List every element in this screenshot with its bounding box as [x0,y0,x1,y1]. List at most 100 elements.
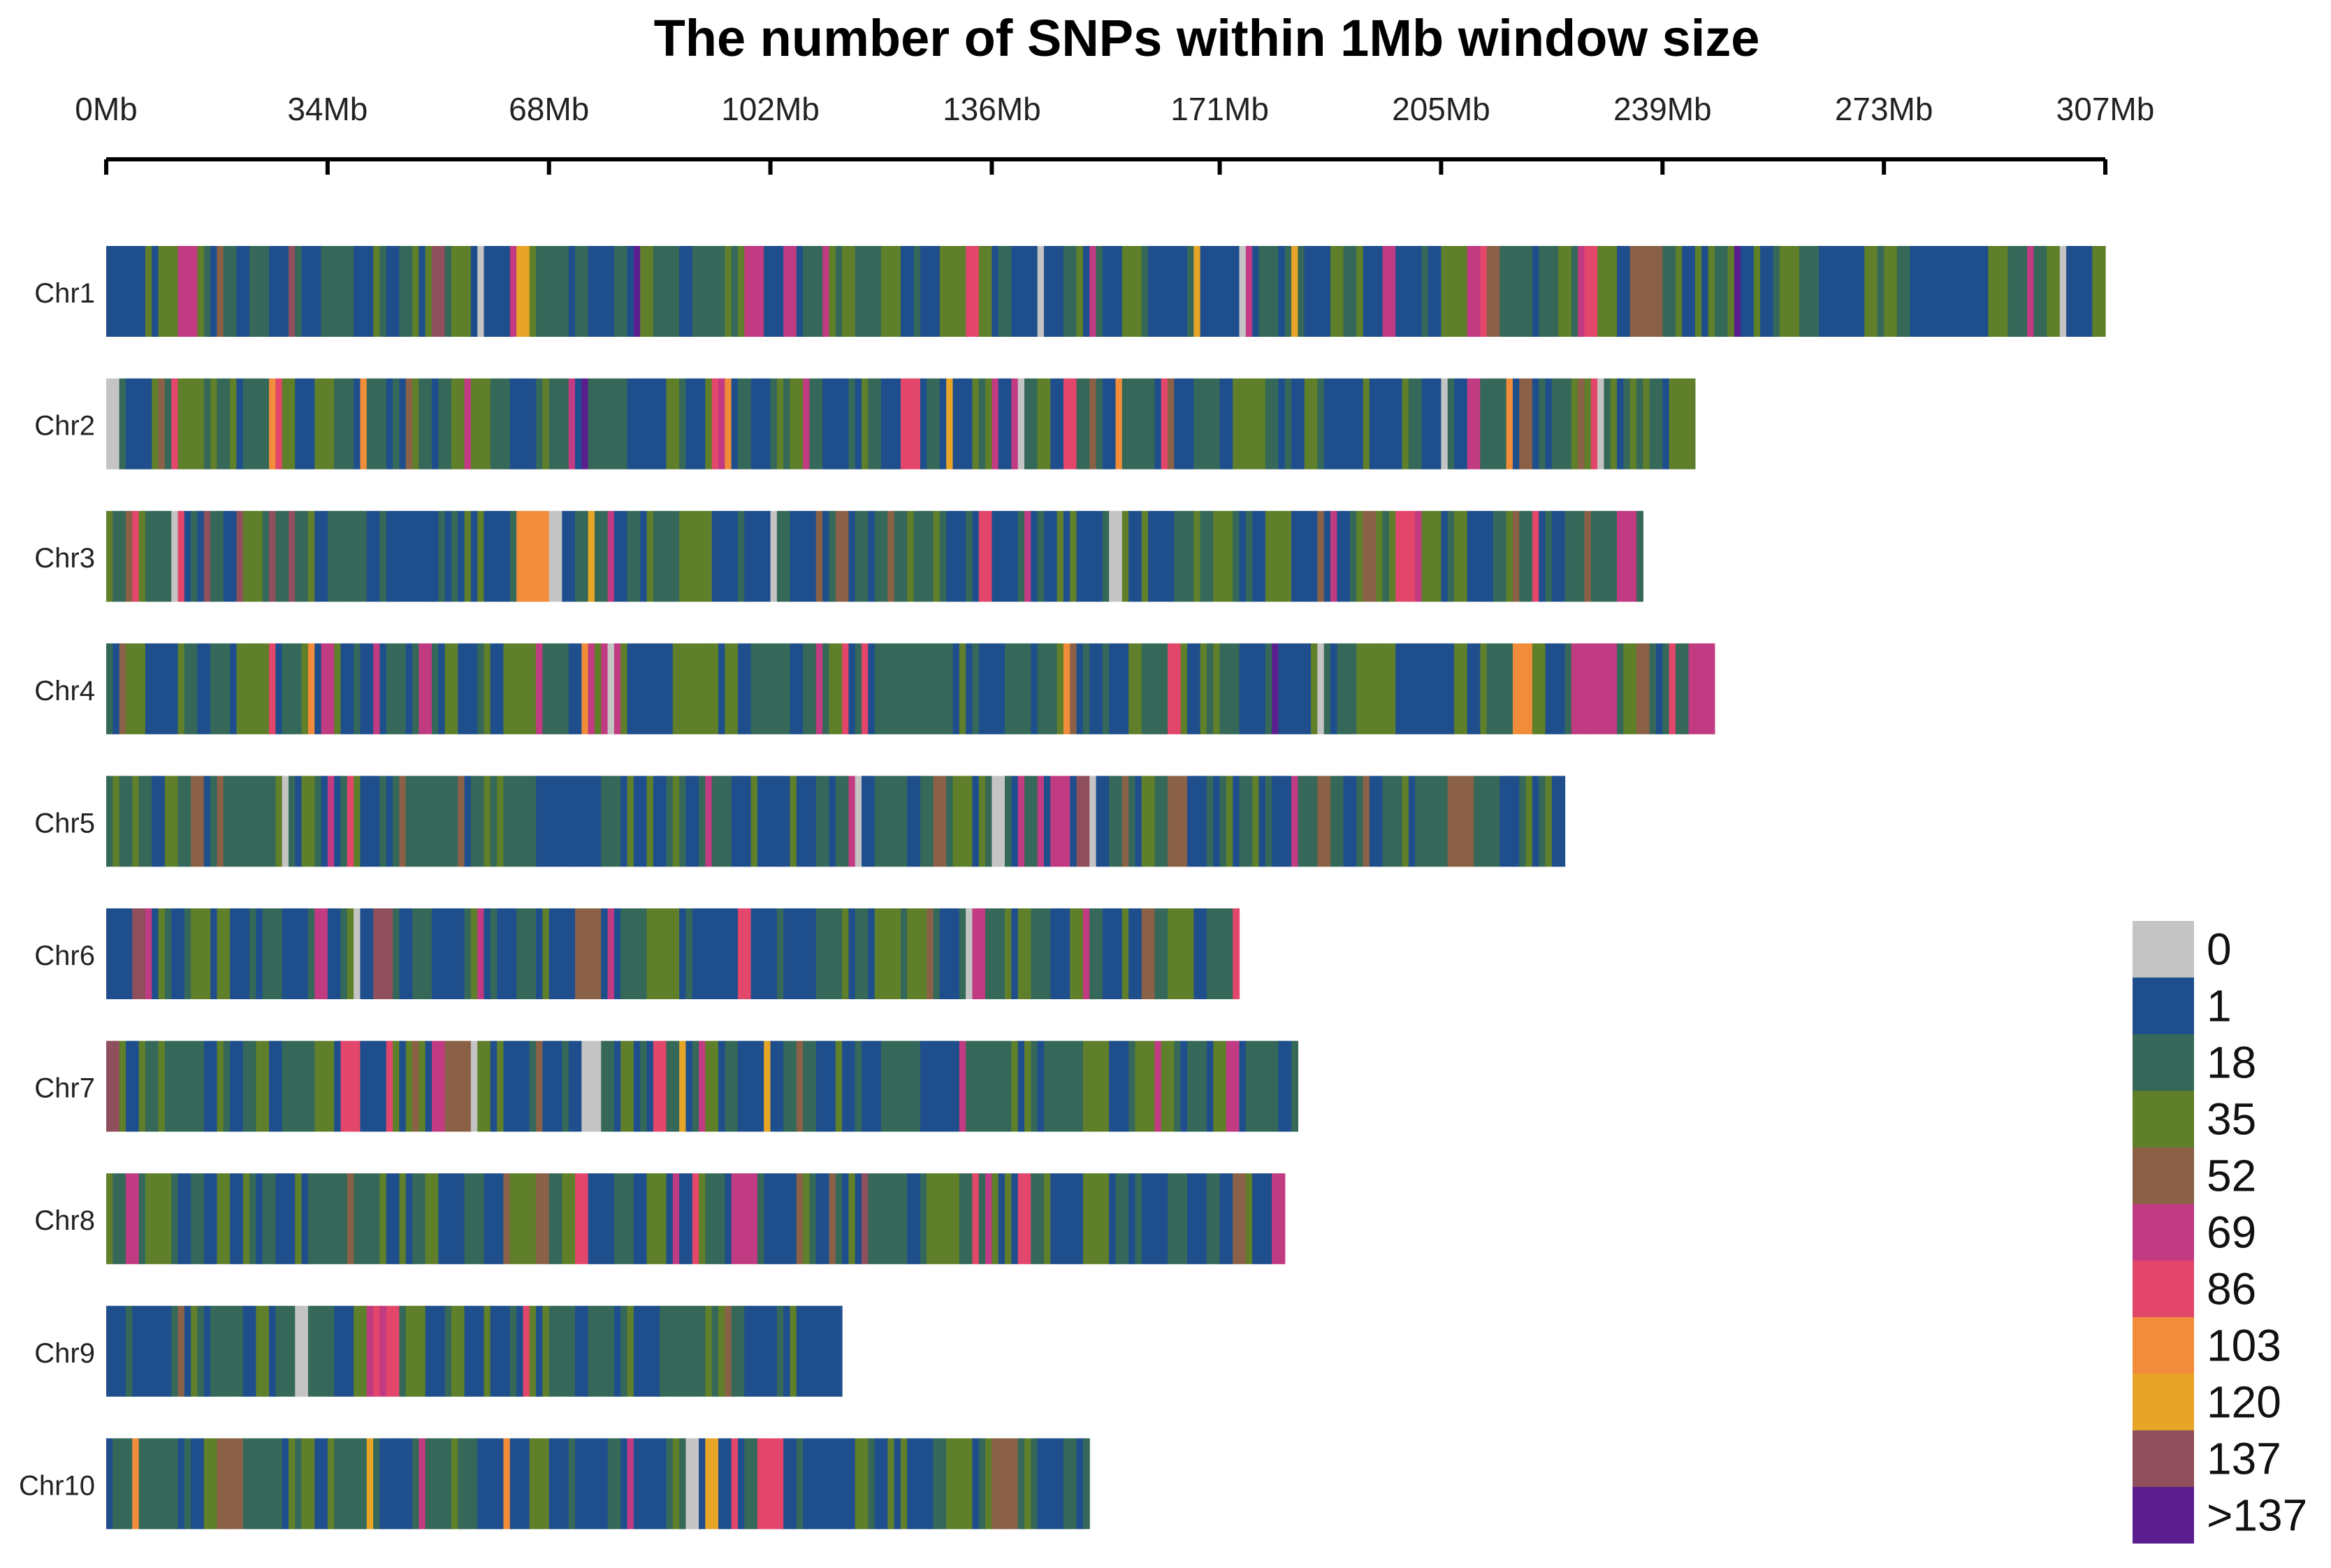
density-cell [959,1173,966,1265]
density-cell [660,246,667,337]
density-cell [230,378,237,470]
density-cell [594,511,602,602]
density-cell [815,378,823,470]
density-cell [1070,643,1077,734]
density-cell [1649,378,1657,470]
density-cell [197,1040,205,1132]
density-cell [1200,246,1207,337]
density-cell [1349,378,1357,470]
density-cell [1864,246,1872,337]
density-cell [1219,511,1227,602]
density-cell [138,643,146,734]
density-cell [145,246,152,337]
density-cell [685,378,693,470]
density-cell [770,908,778,999]
density-cell [132,643,140,734]
density-cell [425,378,433,470]
density-cell [340,1305,348,1397]
density-cell [1363,643,1370,734]
density-cell [464,1305,472,1397]
density-cell [1258,643,1266,734]
density-cell [282,643,289,734]
density-cell [1388,643,1396,734]
density-cell [588,246,595,337]
density-cell [1161,511,1168,602]
density-cell [913,378,921,470]
density-cell [594,378,602,470]
density-cell [106,776,113,867]
density-cell [106,246,113,337]
density-cell [1402,246,1409,337]
density-cell [197,908,205,999]
density-cell [1082,378,1090,470]
density-cell [1005,511,1012,602]
density-cell [1688,246,1696,337]
density-cell [685,246,693,337]
density-cell [470,511,478,602]
density-cell [542,1305,550,1397]
density-cell [288,643,296,734]
density-cell [1200,908,1207,999]
density-cell [939,643,947,734]
density-cell [959,1438,966,1530]
density-cell [138,511,146,602]
density-cell [1200,1173,1207,1265]
density-cell [295,776,303,867]
density-cell [835,246,843,337]
density-cell [705,1173,713,1265]
density-cell [1109,643,1117,734]
density-cell [1076,643,1084,734]
density-cell [1258,776,1266,867]
density-cell [620,1305,628,1397]
density-cell [366,246,374,337]
density-cell [1043,643,1051,734]
density-cell [646,908,654,999]
density-cell [1037,908,1045,999]
density-cell [822,776,830,867]
legend-label: 137 [2207,1434,2281,1484]
density-cell [887,378,895,470]
density-cell [855,908,862,999]
density-cell [679,246,687,337]
density-cell [1486,378,1494,470]
density-cell [1610,378,1618,470]
density-cell [164,511,172,602]
density-cell [718,1305,725,1397]
density-cell [874,378,882,470]
density-cell [1233,776,1240,867]
density-cell [594,1173,602,1265]
density-cell [646,1438,654,1530]
density-cell [672,1438,680,1530]
density-cell [750,908,758,999]
density-cell [998,643,1005,734]
density-cell [542,1040,550,1132]
density-cell [666,246,674,337]
density-cell [301,1438,309,1530]
density-cell [191,511,198,602]
density-cell [562,908,569,999]
density-cell [913,643,921,734]
density-cell [601,1438,609,1530]
density-cell [581,246,589,337]
density-cell [1161,1173,1168,1265]
density-cell [1070,1438,1077,1530]
density-cell [223,1438,231,1530]
density-cell [119,378,126,470]
density-cell [718,908,725,999]
density-cell [1148,1040,1155,1132]
density-cell [1135,378,1142,470]
density-cell [230,246,237,337]
density-cell [966,1438,973,1530]
density-cell [1890,246,1898,337]
density-cell [366,511,374,602]
density-cell [425,776,433,867]
density-cell [764,908,771,999]
density-cell [191,1438,198,1530]
density-cell [536,776,543,867]
density-cell [542,511,550,602]
density-cell [340,643,348,734]
density-cell [1154,378,1162,470]
density-cell [946,1040,954,1132]
density-cell [256,378,263,470]
density-cell [653,246,660,337]
